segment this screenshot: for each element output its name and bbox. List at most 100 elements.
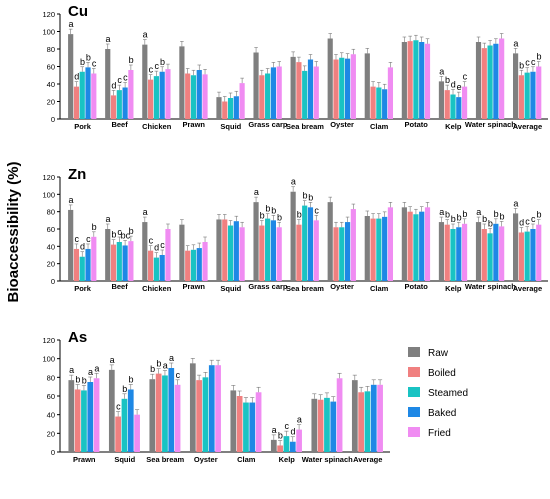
bar-fried: [461, 223, 468, 281]
bar-steamed: [376, 218, 382, 281]
bar-boiled: [277, 445, 283, 452]
bar-boiled: [407, 41, 413, 119]
bar-fried: [350, 209, 356, 281]
bar-boiled: [73, 86, 80, 119]
bar-steamed: [81, 390, 87, 452]
significance-letter: c: [117, 75, 122, 85]
x-tick-label: Prawn: [183, 120, 206, 129]
x-tick-label: Clam: [370, 122, 389, 131]
bar-steamed: [364, 391, 371, 452]
significance-letter: b: [462, 209, 467, 219]
legend-swatch-fried: [408, 427, 420, 437]
bar-group: [230, 385, 262, 452]
significance-letter: a: [88, 367, 93, 377]
significance-letter: b: [160, 57, 165, 67]
x-tick-label: Squid: [220, 122, 241, 131]
bar-baked: [233, 221, 239, 281]
significance-letter: b: [445, 210, 450, 220]
bar-baked: [85, 67, 91, 119]
significance-letter: b: [156, 359, 161, 369]
bar-group: [401, 34, 431, 119]
y-tick-label: 40: [47, 242, 55, 251]
x-tick-label: Potato: [405, 282, 429, 291]
bar-baked: [493, 223, 499, 281]
x-tick-label: Pork: [74, 284, 92, 293]
significance-letter: c: [531, 57, 536, 67]
significance-letter: a: [68, 195, 73, 205]
bar-raw: [401, 42, 407, 119]
x-tick-label: Beef: [111, 282, 128, 291]
significance-letter: c: [86, 234, 91, 244]
bar-raw: [513, 53, 519, 119]
bar-group: [290, 51, 319, 119]
x-tick-label: Grass carp: [248, 282, 288, 291]
legend-swatch-boiled: [408, 367, 420, 377]
x-tick-label: Oyster: [330, 120, 354, 129]
bar-group: bb aac: [149, 353, 181, 452]
bar-fried: [134, 414, 140, 452]
significance-letter: d: [111, 80, 116, 90]
bar-fried: [387, 207, 394, 281]
significance-letter: b: [494, 209, 499, 219]
legend-label: Steamed: [428, 388, 468, 399]
bar-baked: [307, 59, 314, 119]
bar-baked: [249, 402, 256, 452]
bar-steamed: [413, 214, 419, 281]
significance-letter: d: [74, 72, 79, 82]
y-tick-label: 0: [51, 277, 55, 286]
bar-fried: [165, 229, 171, 281]
bar-fried: [202, 242, 208, 281]
bar-raw: [105, 49, 111, 119]
bar-steamed: [202, 377, 209, 452]
bar-raw: [68, 34, 74, 119]
bar-raw: [290, 191, 296, 281]
significance-letter: a: [163, 360, 168, 370]
bar-raw: [149, 379, 156, 452]
bar-steamed: [302, 205, 308, 281]
bar-boiled: [296, 62, 302, 119]
bar-baked: [233, 96, 239, 119]
significance-letter: b: [482, 214, 487, 224]
significance-letter: c: [160, 240, 165, 250]
bar-fried: [255, 392, 262, 452]
bar-group: a db bc: [68, 19, 97, 119]
bar-boiled: [196, 380, 202, 452]
significance-letter: b: [537, 210, 542, 220]
y-tick-label: 80: [47, 373, 55, 382]
x-tick-label: Water spinach: [465, 282, 516, 291]
bar-boiled: [518, 232, 524, 281]
bar-baked: [196, 70, 202, 119]
bar-boiled: [370, 218, 376, 281]
bar-boiled: [110, 244, 117, 281]
bar-baked: [289, 441, 296, 452]
bar-steamed: [376, 87, 382, 119]
bar-steamed: [283, 436, 290, 452]
bar-baked: [168, 368, 175, 452]
x-tick-label: Average: [353, 455, 382, 464]
significance-letter: a: [94, 363, 99, 373]
bar-raw: [311, 398, 318, 452]
significance-letter: d: [154, 243, 159, 253]
significance-letter: b: [92, 222, 97, 232]
significance-letter: b: [122, 384, 127, 394]
x-tick-label: Squid: [114, 455, 135, 464]
bar-baked: [270, 67, 276, 119]
x-tick-label: Squid: [220, 284, 241, 293]
y-tick-label: 100: [42, 28, 55, 37]
bar-raw: [513, 213, 519, 281]
significance-letter: c: [149, 65, 154, 75]
legend-label: Boiled: [428, 368, 456, 379]
significance-letter: b: [308, 192, 313, 202]
bar-group: [179, 219, 208, 281]
bar-fried: [91, 236, 97, 281]
bar-baked: [344, 58, 351, 119]
bar-fried: [424, 207, 431, 281]
x-tick-label: Kelp: [279, 455, 296, 464]
bar-group: [253, 47, 282, 119]
bar-fried: [387, 67, 394, 119]
significance-letter: a: [513, 38, 518, 48]
significance-letter: c: [525, 58, 530, 68]
x-tick-label: Water spinach: [465, 120, 516, 129]
legend-swatch-steamed: [408, 387, 420, 397]
